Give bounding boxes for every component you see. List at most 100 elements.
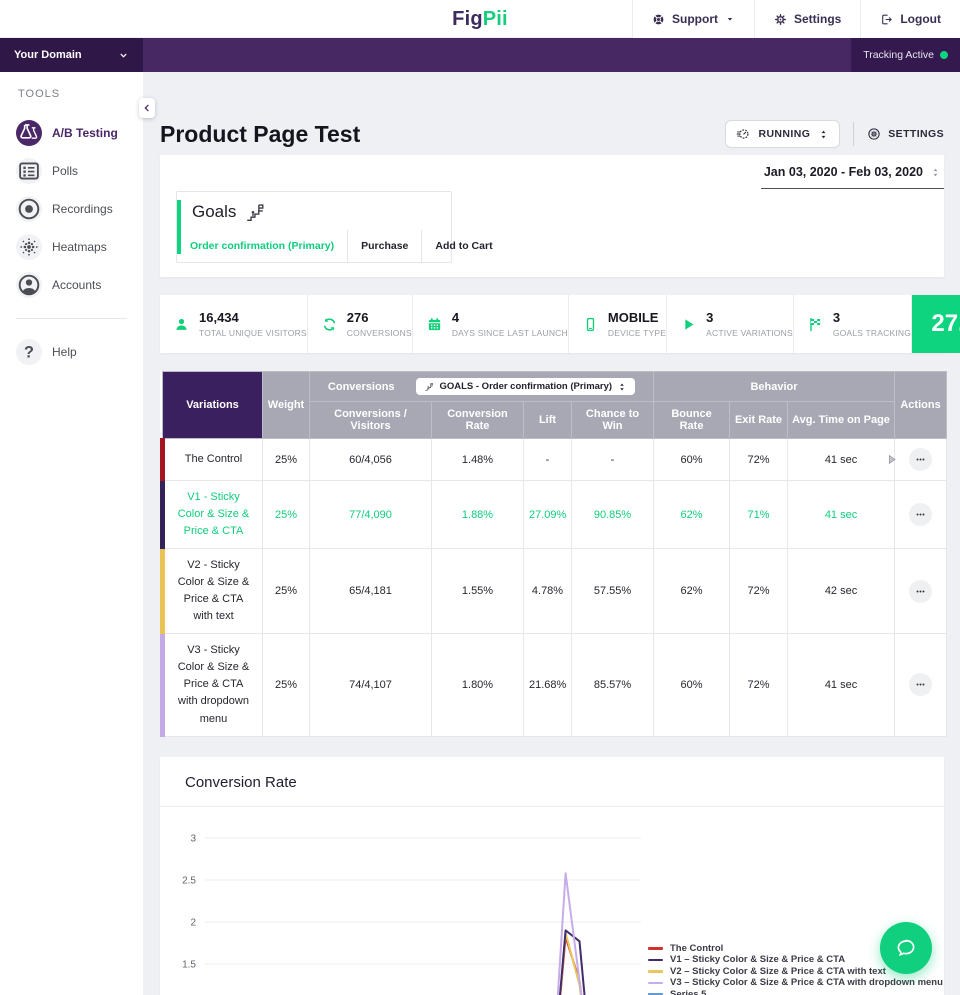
stat-goals-tracking: 3 GOALS TRACKING bbox=[794, 295, 913, 353]
row-actions-button[interactable] bbox=[909, 579, 933, 603]
table-cell: 77/4,090 bbox=[309, 479, 432, 550]
row-actions-button[interactable] bbox=[909, 503, 933, 527]
sidebar-item-recordings[interactable]: Recordings bbox=[0, 190, 143, 228]
sidebar-item-polls[interactable]: Polls bbox=[0, 152, 143, 190]
col-header-weight: Weight bbox=[262, 371, 310, 439]
table-cell: 62% bbox=[653, 479, 731, 550]
logout-link[interactable]: Logout bbox=[860, 0, 960, 38]
recordings-icon bbox=[16, 196, 42, 222]
caret-down-icon bbox=[725, 14, 735, 24]
goals-accent-bar bbox=[177, 200, 181, 254]
svg-text:2.5: 2.5 bbox=[182, 875, 196, 886]
sidebar-section-label: TOOLS bbox=[18, 88, 61, 100]
row-actions-button[interactable] bbox=[909, 673, 933, 697]
sidebar-collapse-button[interactable] bbox=[139, 98, 155, 118]
svg-text:?: ? bbox=[24, 343, 34, 361]
actions-cell bbox=[894, 479, 948, 550]
table-cell: 1.80% bbox=[431, 633, 524, 737]
sidebar: TOOLS A/B Testing Polls Recordings Heatmaps… bbox=[0, 72, 143, 995]
table-cell: 65/4,181 bbox=[309, 548, 432, 635]
sort-arrows-icon bbox=[818, 129, 829, 140]
legend-label: V1 – Sticky Color & Size & Price & CTA bbox=[670, 954, 846, 966]
stat-days-since-last-launch: 4 DAYS SINCE LAST LAUNCH bbox=[413, 295, 569, 353]
actions-cell bbox=[894, 548, 948, 635]
table-row: V2 - Sticky Color & Size & Price & CTA w… bbox=[160, 548, 948, 635]
table-cell: 71% bbox=[729, 479, 789, 550]
sort-arrows-icon bbox=[617, 382, 627, 392]
accounts-icon bbox=[16, 272, 42, 298]
col-header-exit-rate: Exit Rate bbox=[729, 401, 789, 439]
variations-table-wrap: Variations Weight Conversions GOALS - Or… bbox=[160, 371, 948, 737]
col-header-conversion-rate: Conversion Rate bbox=[431, 401, 524, 439]
table-cell: 42 sec bbox=[787, 548, 896, 635]
table-cell: 72% bbox=[729, 548, 789, 635]
table-cell: 57.55% bbox=[570, 548, 655, 635]
col-header-bounce-rate: Bounce Rate bbox=[653, 401, 731, 439]
col-header-conversions-visitors: Conversions / Visitors bbox=[309, 401, 432, 439]
table-cell: 1.48% bbox=[431, 438, 524, 481]
conversions-group-label: Conversions bbox=[327, 380, 395, 393]
variations-table: Variations Weight Conversions GOALS - Or… bbox=[160, 371, 948, 737]
legend-label: The Control bbox=[670, 942, 724, 954]
table-expander-arrow[interactable] bbox=[883, 451, 900, 468]
chart-legend: The Control V1 – Sticky Color & Size & Pr… bbox=[648, 943, 943, 995]
variation-name-cell: V2 - Sticky Color & Size & Price & CTA w… bbox=[160, 548, 263, 635]
legend-item[interactable]: The Control bbox=[648, 943, 943, 955]
page-header-actions: RUNNING SETTINGS bbox=[725, 120, 944, 148]
help-icon: ? bbox=[16, 339, 42, 365]
stat-value: 276 bbox=[346, 310, 369, 325]
stat-label: GOALS TRACKING bbox=[832, 328, 912, 338]
sidebar-item-heatmaps[interactable]: Heatmaps bbox=[0, 228, 143, 266]
legend-item[interactable]: V2 – Sticky Color & Size & Price & CTA w… bbox=[648, 966, 943, 978]
sidebar-item-help[interactable]: ? Help bbox=[0, 333, 143, 371]
group-header-conversions: Conversions GOALS - Order confirmation (… bbox=[308, 371, 655, 402]
chart-title: Conversion Rate bbox=[160, 757, 944, 807]
table-cell: 1.88% bbox=[431, 479, 524, 550]
chat-icon bbox=[894, 936, 918, 960]
goals-panel: Goals Order confirmation (Primary) Purcha… bbox=[176, 191, 493, 263]
stat-active-variations: 3 ACTIVE VARIATIONS bbox=[667, 295, 794, 353]
goal-steps-icon bbox=[424, 382, 434, 392]
date-range-picker[interactable]: Jan 03, 2020 - Feb 03, 2020 bbox=[760, 165, 944, 189]
conversion-rate-chart: 00.511.522.536. Jan13. Jan20. Jan27. Jan… bbox=[160, 807, 700, 995]
sidebar-item-label: Recordings bbox=[52, 202, 113, 216]
status-dropdown[interactable]: RUNNING bbox=[725, 120, 841, 148]
legend-item[interactable]: V3 – Sticky Color & Size & Price & CTA w… bbox=[648, 977, 943, 989]
goal-tab-purchase[interactable]: Purchase bbox=[347, 230, 421, 262]
goal-tab-order-confirmation-primary-[interactable]: Order confirmation (Primary) bbox=[190, 240, 335, 252]
play-icon bbox=[680, 316, 697, 333]
tracking-active-dot bbox=[940, 51, 948, 59]
svg-text:2: 2 bbox=[190, 917, 196, 928]
chat-button[interactable] bbox=[880, 922, 932, 974]
top-header: Fig Pii Support Settings Logout bbox=[0, 0, 960, 38]
svg-text:3: 3 bbox=[190, 833, 196, 844]
stat-value: 3 bbox=[706, 310, 714, 325]
winning-rate-value: 27.09% bbox=[931, 310, 960, 337]
goal-tab-add-to-cart[interactable]: Add to Cart bbox=[421, 230, 505, 262]
sidebar-item-label: Accounts bbox=[52, 278, 102, 292]
tracking-status: Tracking Active bbox=[851, 38, 960, 72]
row-actions-button[interactable] bbox=[909, 448, 933, 471]
ab-testing-icon bbox=[16, 120, 42, 146]
table-row: The Control 25% 60/4,056 1.48% - -60% 72% 41 se… bbox=[160, 438, 948, 481]
visitors-icon bbox=[173, 316, 190, 333]
legend-item[interactable]: Series 5 bbox=[648, 989, 943, 995]
settings-link[interactable]: Settings bbox=[754, 0, 861, 38]
col-header-lift: Lift bbox=[523, 401, 572, 439]
dots-icon bbox=[914, 453, 927, 466]
domain-selector[interactable]: Your Domain bbox=[0, 38, 143, 72]
table-goals-selector[interactable]: GOALS - Order confirmation (Primary) bbox=[416, 378, 636, 395]
top-nav: Support Settings Logout bbox=[632, 0, 960, 38]
legend-item[interactable]: V1 – Sticky Color & Size & Price & CTA bbox=[648, 954, 943, 966]
variation-name-cell: V1 - Sticky Color & Size & Price & CTA bbox=[160, 479, 263, 550]
test-settings-button[interactable]: SETTINGS bbox=[867, 127, 944, 141]
support-menu[interactable]: Support bbox=[632, 0, 754, 38]
table-cell: 25% bbox=[262, 479, 310, 550]
stat-label: TOTAL UNIQUE VISITORS bbox=[199, 328, 307, 338]
nav-item-label: Settings bbox=[794, 12, 842, 26]
table-goals-selector-label: GOALS - Order confirmation (Primary) bbox=[439, 381, 613, 392]
legend-label: V2 – Sticky Color & Size & Price & CTA w… bbox=[670, 965, 886, 977]
sidebar-item-accounts[interactable]: Accounts bbox=[0, 266, 143, 304]
running-icon bbox=[736, 127, 750, 141]
sidebar-item-a-b-testing[interactable]: A/B Testing bbox=[0, 114, 143, 152]
